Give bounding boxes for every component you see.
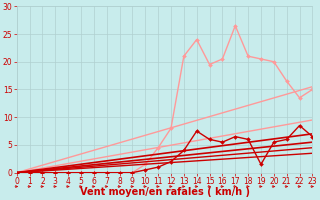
X-axis label: Vent moyen/en rafales ( km/h ): Vent moyen/en rafales ( km/h ) — [80, 187, 250, 197]
